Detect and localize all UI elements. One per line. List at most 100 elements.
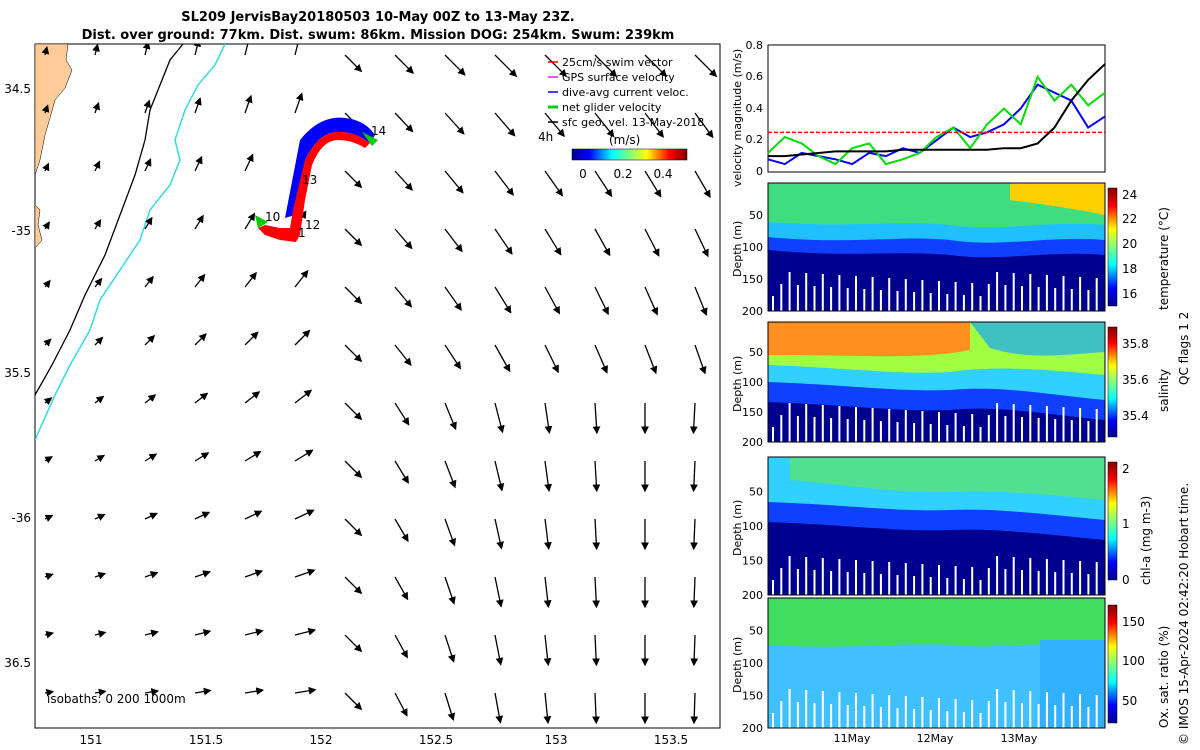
map-xtick: 151 <box>80 733 103 747</box>
depth-tick: 100 <box>742 657 763 670</box>
depth-label: Depth (m) <box>731 356 744 412</box>
ox-frame <box>767 597 1106 729</box>
data-gap <box>1054 419 1057 442</box>
data-gap <box>838 406 841 442</box>
vector-arrow <box>42 221 50 230</box>
vector-arrow <box>644 170 662 198</box>
sal-data-gaps <box>772 403 1098 442</box>
depth-tick: 200 <box>742 436 763 449</box>
data-gap <box>1037 571 1040 595</box>
vector-arrow <box>644 228 660 257</box>
data-gap <box>805 690 808 728</box>
data-gap <box>855 276 857 311</box>
data-gap <box>1079 561 1082 595</box>
vector-arrow <box>544 54 568 78</box>
vector-arrow <box>394 518 409 543</box>
vector-arrow <box>144 629 159 638</box>
data-gap <box>996 272 999 311</box>
depth-tick: 50 <box>749 625 763 638</box>
data-gap <box>1079 277 1082 311</box>
depth-tick: 100 <box>742 376 763 389</box>
vector-arrow <box>694 112 714 139</box>
vector-arrow <box>394 634 408 659</box>
data-gap <box>1062 407 1065 442</box>
data-gap <box>821 691 824 728</box>
data-gap <box>896 575 899 595</box>
vector-arrow <box>94 630 107 638</box>
vector-arrow <box>444 112 465 135</box>
temp-cb-tick: 18 <box>1122 262 1137 276</box>
vector-arrow <box>444 54 466 76</box>
vector-arrow <box>694 54 718 78</box>
vector-arrow <box>592 518 601 551</box>
data-gap <box>946 578 949 595</box>
data-gap <box>780 568 783 595</box>
data-gap <box>1079 694 1082 728</box>
velocity-series <box>767 63 1106 166</box>
vector-arrow <box>644 286 659 316</box>
time-tick-12may: 12May <box>917 732 954 745</box>
data-gap <box>904 410 907 442</box>
data-gap <box>1062 693 1065 728</box>
vector-arrow <box>244 153 254 172</box>
vector-arrow <box>494 692 504 724</box>
depth-tick: 200 <box>742 722 763 735</box>
vector-arrow <box>494 518 504 550</box>
vector-arrow <box>294 44 299 56</box>
data-gap <box>896 708 899 728</box>
sal-cb-tick: 35.6 <box>1122 373 1149 387</box>
data-gap <box>946 294 949 311</box>
vector-arrow <box>244 510 263 520</box>
sal-frame <box>767 321 1106 443</box>
track-label-14: 14 <box>371 124 386 138</box>
depth-tick: 150 <box>742 555 763 568</box>
data-gap <box>863 289 866 311</box>
depth-label: Depth (m) <box>731 221 744 277</box>
vector-arrow <box>592 692 600 725</box>
data-gap <box>946 711 949 728</box>
isobath-1000-line <box>35 44 226 441</box>
data-gap <box>1062 560 1065 595</box>
data-gap <box>1045 406 1048 442</box>
vector-arrow <box>394 228 413 250</box>
data-gap <box>846 419 849 442</box>
ox-cb-tick: 150 <box>1122 615 1145 629</box>
vector-arrow <box>544 112 565 138</box>
data-gap <box>788 689 791 728</box>
vector-arrow <box>44 630 55 639</box>
chla-cb-tick: 0 <box>1122 573 1130 587</box>
vector-arrow <box>41 45 50 56</box>
track-label-10: 10 <box>265 210 280 224</box>
track-red-band <box>258 131 370 242</box>
vector-arrow <box>592 634 600 667</box>
data-gap <box>772 427 774 442</box>
map-ytick: 35.5 <box>4 366 31 380</box>
chla-cb-tick: 1 <box>1122 517 1130 531</box>
vector-arrow <box>444 402 457 431</box>
data-gap <box>938 565 940 595</box>
vector-arrow <box>344 344 363 363</box>
ox-data-gaps <box>772 689 1098 728</box>
vector-arrow <box>594 54 618 78</box>
legend-geo: sfc geo. vel. 13-May-2018 <box>562 116 704 129</box>
data-gap <box>1045 692 1048 728</box>
colorbar-tick-2: 0.4 <box>653 167 672 181</box>
chla-colorbar <box>1107 461 1118 581</box>
depth-tick: 100 <box>742 520 763 533</box>
depth-tick: 100 <box>742 241 763 254</box>
vector-arrow <box>142 44 151 56</box>
data-gap <box>979 427 982 442</box>
section-panels: 24 22 20 18 16 temperature (°C) 35.8 35.… <box>731 182 1171 735</box>
coastline-land <box>35 44 73 176</box>
data-gap <box>830 418 833 442</box>
depth-tick: 50 <box>749 346 763 359</box>
data-gap <box>1037 704 1040 728</box>
vector-arrow <box>194 214 204 230</box>
data-gap <box>863 573 866 595</box>
vector-arrow <box>689 402 698 435</box>
ox-layer-green <box>768 598 1105 647</box>
vector-arrow <box>44 514 54 522</box>
vector-arrow <box>294 686 317 695</box>
depth-tick: 150 <box>742 690 763 703</box>
